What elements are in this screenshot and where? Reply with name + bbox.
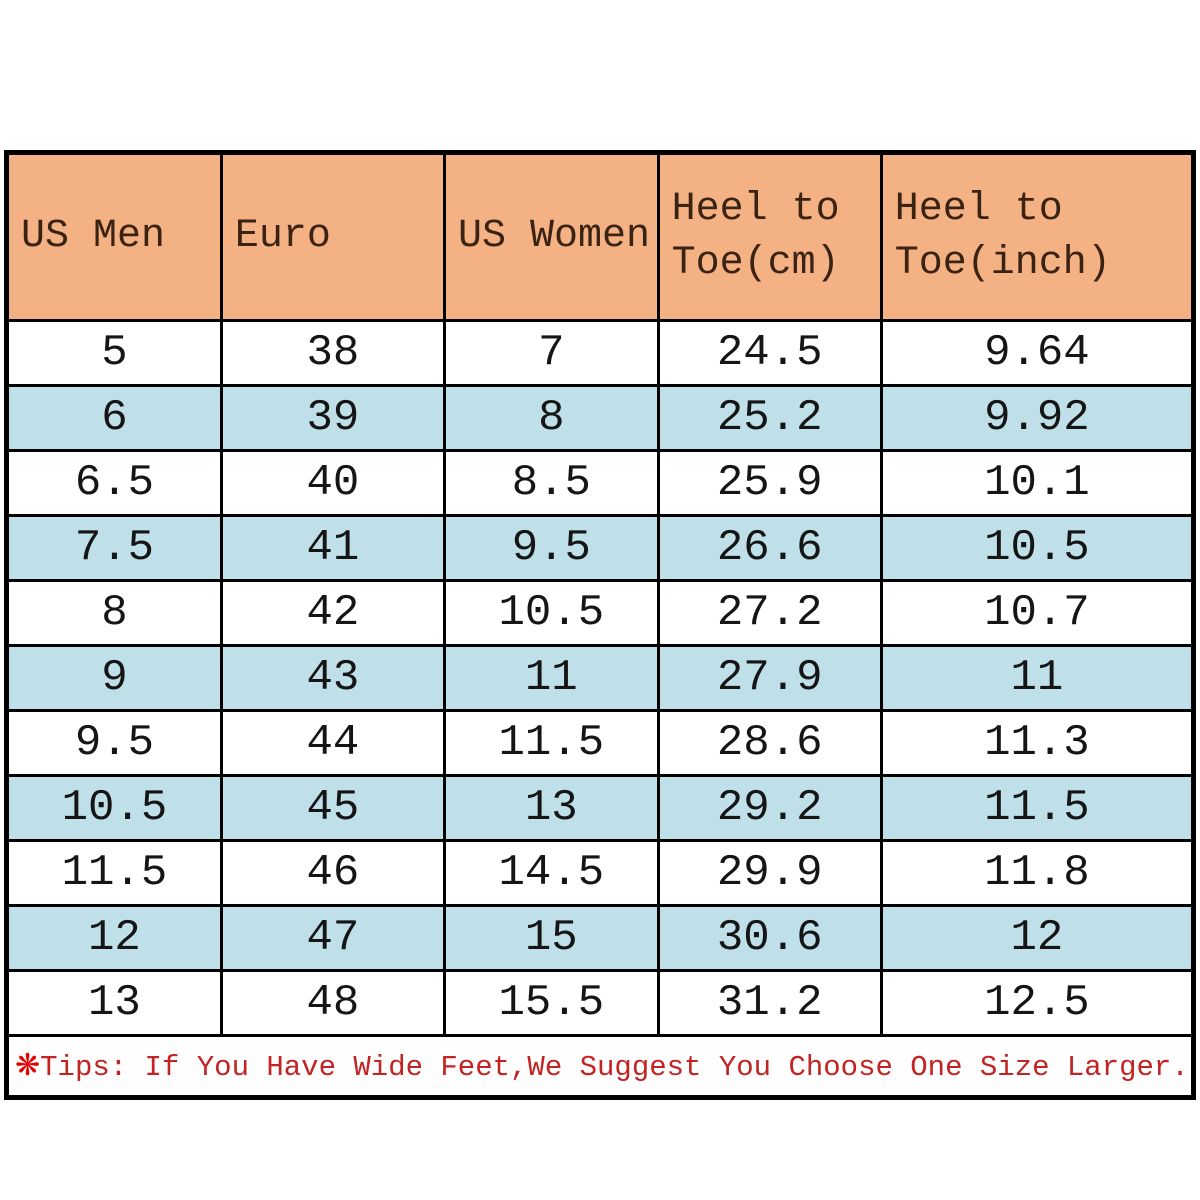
tips-cell: ❋Tips: If You Have Wide Feet,We Suggest … [5,1034,1195,1099]
size-cell: 11.5 [879,774,1196,842]
size-cell: 10.5 [442,579,660,647]
size-cell: 11.3 [879,709,1196,777]
size-cell: 30.6 [656,904,883,972]
table-row: 7.5 41 9.5 26.6 10.5 [5,514,1196,582]
size-cell: 8 [442,384,660,452]
size-cell: 7.5 [5,514,223,582]
size-cell: 14.5 [442,839,660,907]
size-cell: 48 [219,969,446,1037]
size-cell: 38 [219,319,446,387]
header-heel-toe-cm: Heel to Toe(cm) [656,151,883,322]
tips-row: ❋Tips: If You Have Wide Feet,We Suggest … [5,1034,1195,1099]
size-cell: 10.5 [879,514,1196,582]
size-cell: 8 [5,579,223,647]
size-cell: 12.5 [879,969,1196,1037]
size-cell: 11.5 [442,709,660,777]
size-cell: 43 [219,644,446,712]
size-cell: 5 [5,319,223,387]
table-row: 6 39 8 25.2 9.92 [5,384,1196,452]
size-cell: 45 [219,774,446,842]
size-cell: 25.9 [656,449,883,517]
size-cell: 10.5 [5,774,223,842]
size-cell: 10.1 [879,449,1196,517]
header-us-men: US Men [5,151,223,322]
size-cell: 24.5 [656,319,883,387]
size-cell: 11 [442,644,660,712]
size-cell: 27.2 [656,579,883,647]
table-body: 5 38 7 24.5 9.64 6 39 8 25.2 9.92 6.5 40 8.5 25.9 10.1… [5,319,1196,1037]
table-row: 10.5 45 13 29.2 11.5 [5,774,1196,842]
size-cell: 44 [219,709,446,777]
table-header-row: US Men Euro US Women Heel to Toe(cm) Hee… [5,151,1196,322]
size-cell: 27.9 [656,644,883,712]
table-row: 13 48 15.5 31.2 12.5 [5,969,1196,1037]
size-cell: 6 [5,384,223,452]
size-cell: 9.92 [879,384,1196,452]
size-cell: 15 [442,904,660,972]
asterisk-flower-icon: ❋ [15,1048,41,1083]
size-cell: 46 [219,839,446,907]
size-cell: 15.5 [442,969,660,1037]
size-cell: 8.5 [442,449,660,517]
size-cell: 7 [442,319,660,387]
size-cell: 6.5 [5,449,223,517]
header-euro: Euro [219,151,446,322]
table-row: 6.5 40 8.5 25.9 10.1 [5,449,1196,517]
size-cell: 12 [879,904,1196,972]
size-cell: 10.7 [879,579,1196,647]
size-cell: 13 [442,774,660,842]
size-cell: 41 [219,514,446,582]
size-cell: 39 [219,384,446,452]
shoe-size-chart-table: US Men Euro US Women Heel to Toe(cm) Hee… [4,150,1196,1100]
size-cell: 31.2 [656,969,883,1037]
table-row: 11.5 46 14.5 29.9 11.8 [5,839,1196,907]
size-cell: 26.6 [656,514,883,582]
size-cell: 11.8 [879,839,1196,907]
table-row: 9 43 11 27.9 11 [5,644,1196,712]
size-cell: 12 [5,904,223,972]
size-cell: 11.5 [5,839,223,907]
table-row: 9.5 44 11.5 28.6 11.3 [5,709,1196,777]
size-cell: 47 [219,904,446,972]
size-cell: 40 [219,449,446,517]
size-cell: 9 [5,644,223,712]
size-cell: 9.64 [879,319,1196,387]
size-cell: 28.6 [656,709,883,777]
size-cell: 25.2 [656,384,883,452]
header-heel-toe-inch: Heel to Toe(inch) [879,151,1196,322]
size-cell: 13 [5,969,223,1037]
size-cell: 42 [219,579,446,647]
size-cell: 29.2 [656,774,883,842]
table-row: 5 38 7 24.5 9.64 [5,319,1196,387]
size-cell: 9.5 [5,709,223,777]
tips-text: Tips: If You Have Wide Feet,We Suggest Y… [40,1051,1189,1084]
header-us-women: US Women [442,151,660,322]
size-cell: 29.9 [656,839,883,907]
size-cell: 9.5 [442,514,660,582]
size-cell: 11 [879,644,1196,712]
table-row: 12 47 15 30.6 12 [5,904,1196,972]
table-row: 8 42 10.5 27.2 10.7 [5,579,1196,647]
